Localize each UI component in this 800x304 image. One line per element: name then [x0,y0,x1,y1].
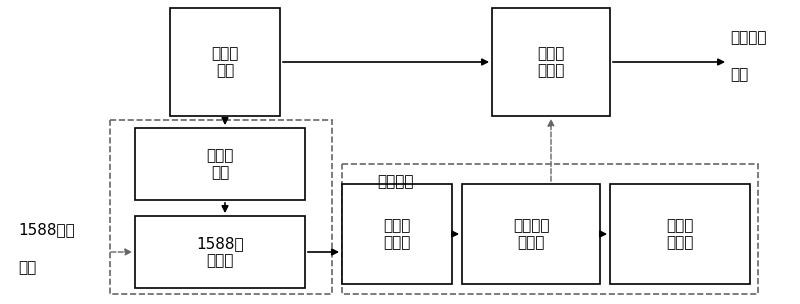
Text: 频率调
整模块: 频率调 整模块 [538,46,565,78]
Bar [492,8,610,116]
Text: 同步后的: 同步后的 [730,30,766,46]
Bar [170,8,280,116]
Text: 微控模块: 微控模块 [377,174,414,189]
Text: 时钟源
模块: 时钟源 模块 [211,46,238,78]
Bar [462,184,600,284]
Bar [610,184,750,284]
Text: 频率差计
算单元: 频率差计 算单元 [513,218,550,250]
Text: 时间戳
模块: 时间戳 模块 [206,148,234,180]
Bar [110,120,332,294]
Bar [342,184,452,284]
Bar [342,164,758,294]
Text: 1588协议: 1588协议 [18,223,74,237]
Text: 报文: 报文 [18,261,36,275]
Bar [135,128,305,200]
Bar [135,216,305,288]
Text: 1588协
议报文: 1588协 议报文 [196,236,244,268]
Text: 频率: 频率 [730,67,748,82]
Text: 协议处
理单元: 协议处 理单元 [383,218,410,250]
Text: 数字滤
波单元: 数字滤 波单元 [666,218,694,250]
